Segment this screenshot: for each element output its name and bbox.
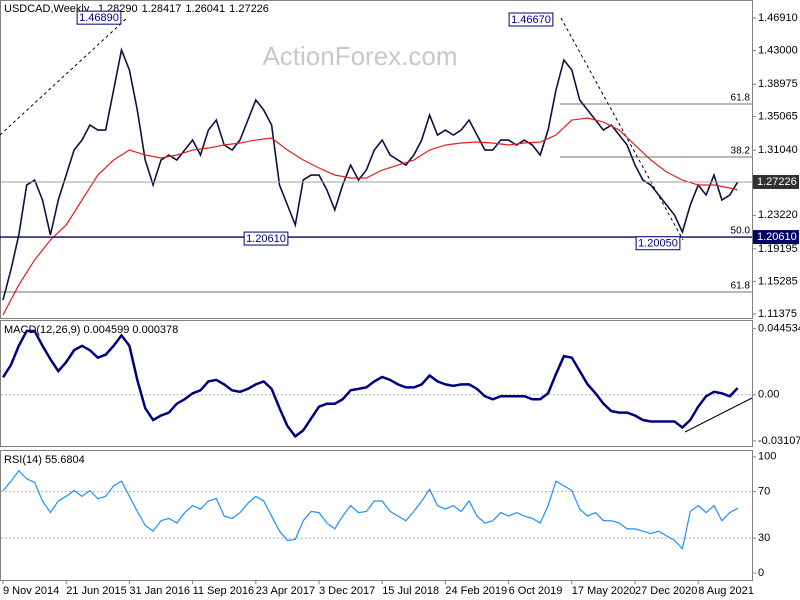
series-line xyxy=(2,47,739,301)
price-tag xyxy=(753,230,799,245)
ohlc-value: 1.26041 xyxy=(185,3,225,15)
x-tick-label: 6 Oct 2019 xyxy=(509,585,563,597)
x-tick-label: 3 Dec 2017 xyxy=(319,585,375,597)
y-tick-label: 1.23220 xyxy=(758,209,798,221)
y-tick-label: 1.15285 xyxy=(758,275,798,287)
trend-line xyxy=(560,17,684,241)
x-tick-label: 27 Dec 2020 xyxy=(635,585,697,597)
fib-label: 38.2 xyxy=(731,146,751,157)
x-tick-label: 31 Jan 2016 xyxy=(129,585,190,597)
price-tag xyxy=(753,174,799,189)
price-tag-label: 1.27226 xyxy=(757,176,797,188)
x-tick-label: 9 Nov 2014 xyxy=(3,585,59,597)
annotation-label: 1.20610 xyxy=(246,233,286,245)
x-tick-label: 24 Feb 2019 xyxy=(445,585,507,597)
y-tick-label: -0.031072 xyxy=(758,435,800,447)
annotation-box xyxy=(243,231,289,246)
y-tick-label: 0.044534 xyxy=(758,323,800,335)
y-tick-label: 70 xyxy=(758,486,770,498)
fib-label: 50.0 xyxy=(731,226,751,237)
y-tick-label: 0 xyxy=(758,567,764,579)
ohlc-value: 1.28417 xyxy=(142,3,182,15)
rsi-label: RSI(14) 55.6804 xyxy=(4,454,85,466)
y-tick-label: 1.38975 xyxy=(758,78,798,90)
annotation-box xyxy=(508,12,554,27)
ohlc-value: 1.27226 xyxy=(229,3,269,15)
fib-label: 61.8 xyxy=(731,93,751,104)
x-tick-label: 21 Jun 2015 xyxy=(66,585,127,597)
watermark: ActionForex.com xyxy=(262,41,457,71)
x-tick-label: 23 Apr 2017 xyxy=(256,585,315,597)
annotation-label: 1.46890 xyxy=(79,12,119,24)
macd-panel xyxy=(0,320,753,447)
y-tick-label: 0.00 xyxy=(758,389,779,401)
macd-label: MACD(12,26,9) 0.004599 0.000378 xyxy=(4,324,178,336)
fib-label: 61.8 xyxy=(731,281,751,292)
annotation-label: 1.46670 xyxy=(511,14,551,26)
header: USDCAD,Weekly xyxy=(4,3,90,15)
annotation-label: 1.20050 xyxy=(638,238,678,250)
rsi-panel xyxy=(0,450,753,581)
y-tick-label: 100 xyxy=(758,451,776,463)
x-tick-label: 17 May 2020 xyxy=(572,585,636,597)
x-tick-label: 8 Aug 2021 xyxy=(698,585,754,597)
x-tick-label: 15 Jul 2018 xyxy=(382,585,439,597)
series-line xyxy=(1,329,739,439)
macd-trend-line xyxy=(684,397,753,433)
symbol: USDCAD,Weekly xyxy=(4,3,90,15)
y-tick-label: 1.46910 xyxy=(758,12,798,24)
price-panel xyxy=(0,0,753,319)
series-line xyxy=(2,117,738,316)
y-tick-label: 30 xyxy=(758,532,770,544)
y-tick-label: 1.43000 xyxy=(758,44,798,56)
annotation-box xyxy=(635,236,681,251)
y-tick-label: 1.35065 xyxy=(758,111,798,123)
x-tick-label: 11 Sep 2016 xyxy=(193,585,255,597)
y-tick-label: 1.19195 xyxy=(758,243,798,255)
annotation-box xyxy=(76,10,122,25)
series-line xyxy=(2,469,738,550)
price-tag-label: 1.20610 xyxy=(757,231,797,243)
y-tick-label: 1.11375 xyxy=(758,308,797,320)
y-tick-label: 1.31040 xyxy=(758,144,798,156)
trend-line xyxy=(0,17,128,136)
